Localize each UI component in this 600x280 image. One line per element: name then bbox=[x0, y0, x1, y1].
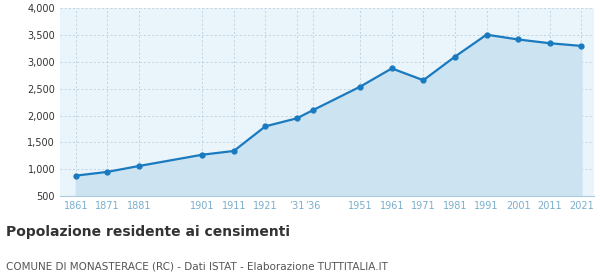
Text: COMUNE DI MONASTERACE (RC) - Dati ISTAT - Elaborazione TUTTITALIA.IT: COMUNE DI MONASTERACE (RC) - Dati ISTAT … bbox=[6, 262, 388, 272]
Text: Popolazione residente ai censimenti: Popolazione residente ai censimenti bbox=[6, 225, 290, 239]
